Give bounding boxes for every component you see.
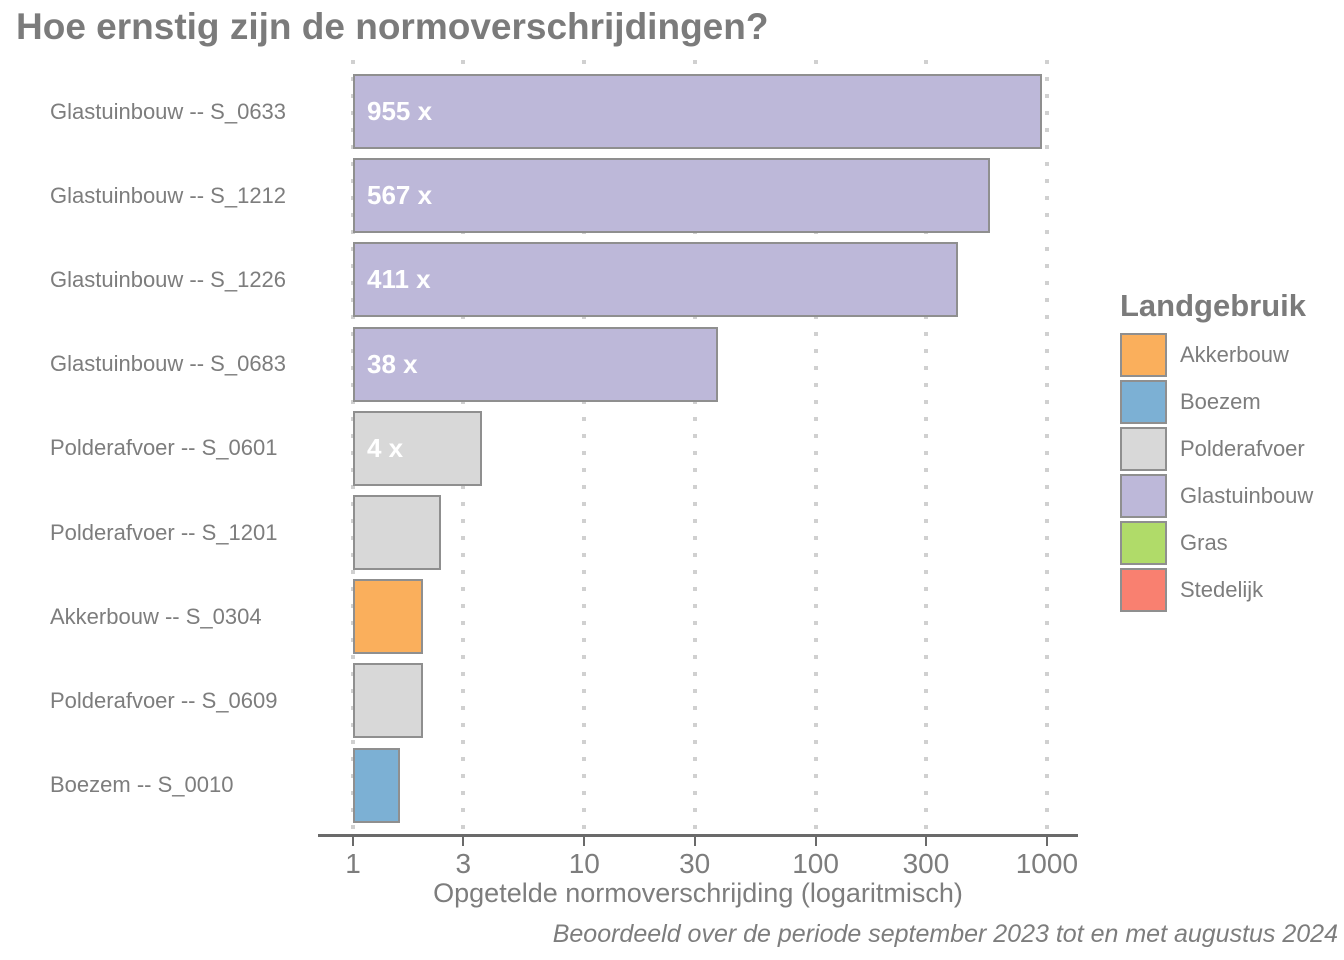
x-tick-label: 300 [902, 848, 950, 879]
legend-entry: Glastuinbouw [1120, 474, 1313, 518]
legend-entry: Boezem [1120, 380, 1261, 424]
bar [353, 747, 401, 823]
legend-entry: Polderafvoer [1120, 427, 1305, 471]
y-axis-label: Glastuinbouw -- S_1212 [50, 182, 287, 208]
bar: 567 x [353, 158, 990, 234]
bar: 955 x [353, 74, 1043, 149]
y-axis-label: Polderafvoer -- S_0609 [50, 687, 278, 713]
legend: Landgebruik Akkerbouw Boezem Polderafvoer G… [1120, 288, 1344, 612]
y-axis-label: Glastuinbouw -- S_1226 [50, 266, 287, 292]
legend-entry: Gras [1120, 521, 1228, 565]
bar: 4 x [353, 410, 482, 486]
legend-entry-label: Glastuinbouw [1180, 483, 1314, 508]
y-axis-label: Polderafvoer -- S_0601 [50, 435, 278, 461]
x-axis-tick [924, 837, 927, 846]
caption: Beoordeeld over de periode september 202… [552, 920, 1338, 948]
x-tick-label: 1000 [1015, 848, 1079, 879]
bar-value-label: 38 x [367, 348, 418, 379]
x-tick-label: 10 [568, 848, 600, 879]
x-axis-line [318, 834, 1078, 837]
legend-swatch [1120, 427, 1167, 471]
legend-entry-label: Akkerbouw [1180, 342, 1289, 367]
gridline [923, 60, 928, 834]
x-tick-label: 3 [455, 848, 472, 879]
y-axis-label: Boezem -- S_0010 [50, 772, 234, 798]
legend-swatch [1120, 521, 1167, 565]
gridline [692, 60, 697, 834]
x-tick-label: 1 [345, 848, 361, 879]
legend-title: Landgebruik [1120, 288, 1307, 323]
x-tick-label: 30 [679, 848, 711, 879]
x-axis-tick [1045, 837, 1048, 846]
legend-swatch [1120, 474, 1167, 518]
bar-value-label: 567 x [367, 180, 433, 211]
y-axis-label: Glastuinbouw -- S_0683 [50, 351, 287, 377]
y-axis-label: Polderafvoer -- S_1201 [50, 519, 278, 545]
legend-entry-label: Boezem [1180, 389, 1261, 414]
x-axis-tick [462, 837, 465, 846]
gridline [582, 60, 587, 834]
legend-swatch [1120, 380, 1167, 424]
x-axis-tick [814, 837, 817, 846]
legend-entry-label: Gras [1180, 530, 1228, 555]
x-axis-tick [583, 837, 586, 846]
x-axis-tick [693, 837, 696, 846]
legend-swatch [1120, 568, 1167, 612]
bar: 38 x [353, 326, 719, 402]
legend-entry-label: Polderafvoer [1180, 436, 1305, 461]
gridline [1044, 60, 1049, 834]
legend-entry: Akkerbouw [1120, 333, 1289, 377]
bar [353, 663, 423, 739]
bar-value-label: 955 x [367, 96, 433, 126]
bar [353, 579, 423, 655]
chart-title: Hoe ernstig zijn de normoverschrijdingen… [16, 6, 769, 47]
bar: 411 x [353, 242, 958, 318]
legend-entry-label: Stedelijk [1180, 577, 1264, 602]
bar-value-label: 4 x [367, 432, 404, 463]
y-axis-label: Glastuinbouw -- S_0633 [50, 98, 287, 124]
bar-value-label: 411 x [367, 264, 431, 295]
bar [353, 495, 441, 570]
legend-swatch [1120, 333, 1167, 377]
y-axis-label: Akkerbouw -- S_0304 [50, 603, 262, 629]
gridline [813, 60, 818, 834]
legend-entry: Stedelijk [1120, 568, 1263, 612]
x-axis-tick [352, 837, 354, 846]
x-axis-title: Opgetelde normoverschrijding (logaritmis… [433, 878, 963, 908]
x-tick-label: 100 [792, 848, 839, 879]
